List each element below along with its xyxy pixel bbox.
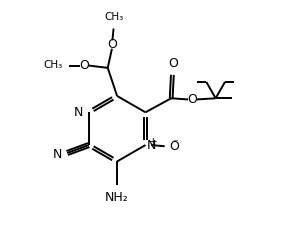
Text: N: N [53,148,62,161]
Text: N: N [147,139,156,152]
Text: N: N [74,106,84,119]
Text: CH₃: CH₃ [104,12,123,22]
Text: O: O [168,57,179,70]
Text: CH₃: CH₃ [43,60,62,70]
Text: +: + [149,137,158,147]
Text: NH₂: NH₂ [105,191,129,204]
Text: O: O [79,59,89,72]
Text: O: O [107,38,117,51]
Text: O: O [170,140,179,153]
Text: ⁻: ⁻ [172,138,177,148]
Text: O: O [187,93,197,106]
